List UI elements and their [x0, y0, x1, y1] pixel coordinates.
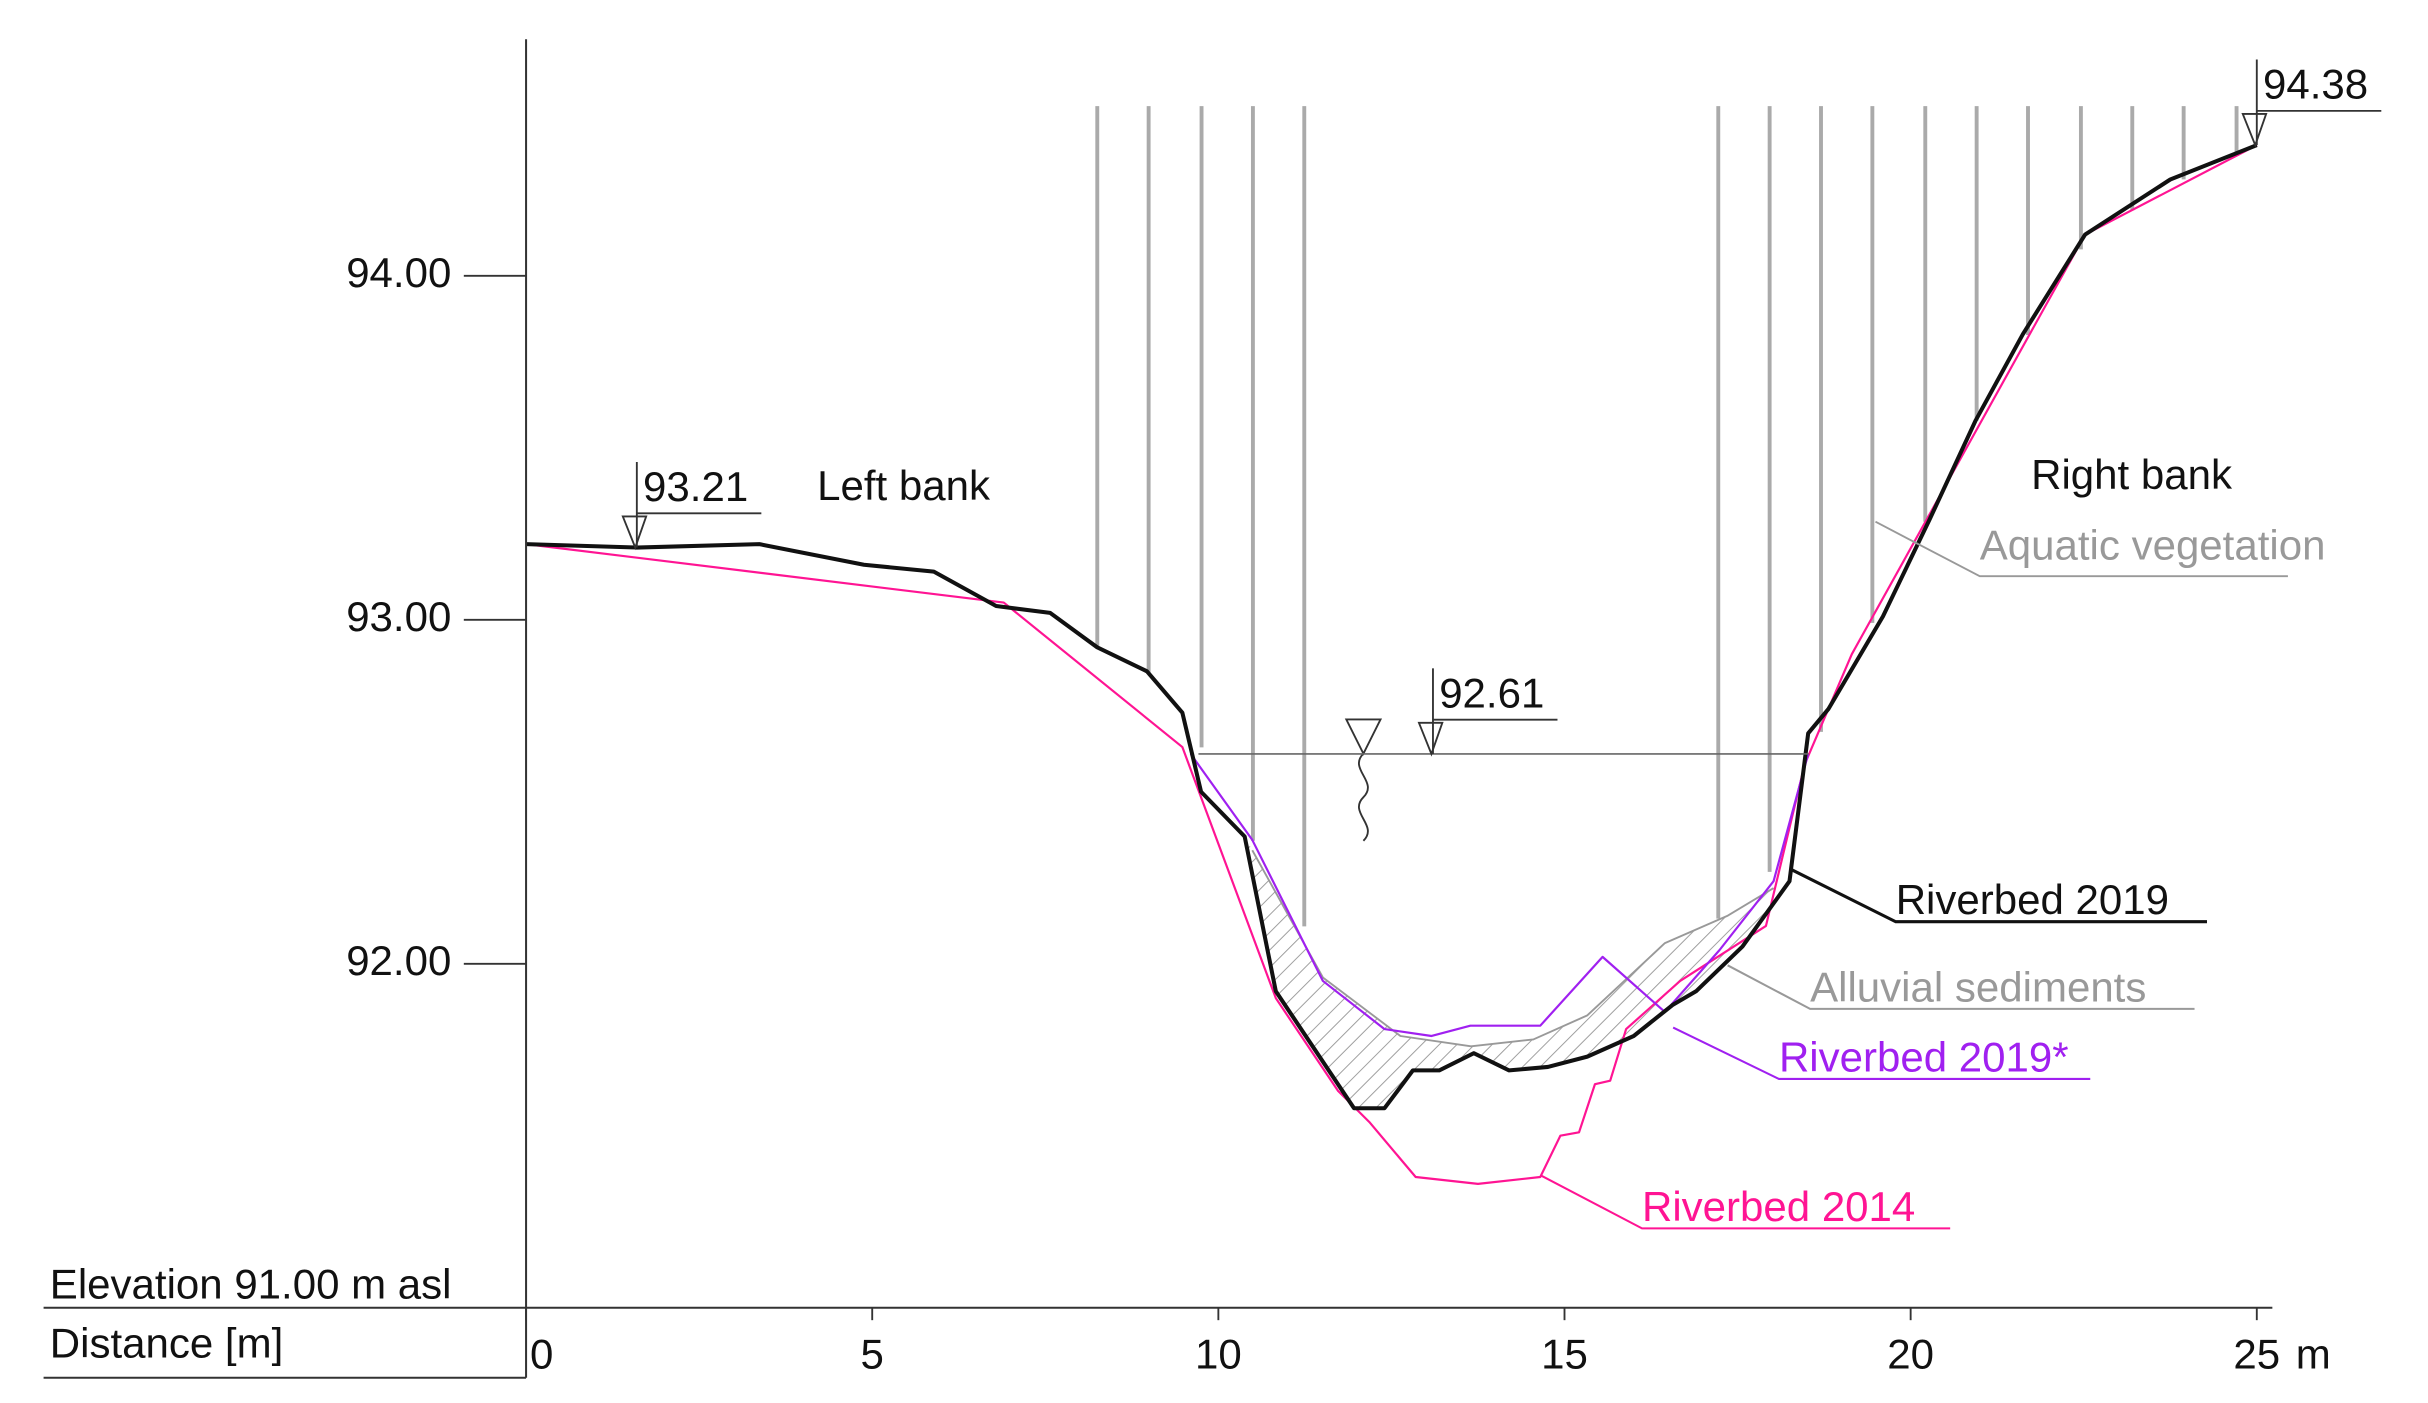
- x-unit: m: [2296, 1331, 2331, 1378]
- x-tick-label: 15: [1541, 1331, 1588, 1378]
- series-label: Riverbed 2019*: [1779, 1033, 2069, 1080]
- sediment-area: [1244, 836, 1790, 1109]
- annotation-leader: [1875, 520, 2288, 578]
- level-label: 93.21: [643, 463, 748, 510]
- annotation: Left bank: [817, 462, 991, 509]
- label-leader: [1540, 1174, 1951, 1230]
- level-triangle: [2241, 113, 2268, 148]
- label-leader: [1672, 1026, 2091, 1080]
- x-tick-label: 10: [1195, 1331, 1242, 1378]
- y-tick-label: 93.00: [346, 593, 451, 640]
- y-tick-label: 94.00: [346, 249, 451, 296]
- series-label: Riverbed 2014: [1642, 1183, 1915, 1230]
- label-leader: [1789, 867, 2207, 924]
- x-axis-label: Distance [m]: [50, 1320, 283, 1367]
- annotation: Aquatic vegetation: [1980, 521, 2326, 568]
- series-line: [1251, 849, 1775, 1048]
- x-tick-label: 20: [1887, 1331, 1934, 1378]
- label-leader: [1727, 964, 2195, 1010]
- water-symbol: [1344, 718, 1383, 842]
- y-tick-label: 92.00: [346, 937, 451, 984]
- series-label: Riverbed 2019: [1896, 876, 2169, 923]
- annotation: Right bank: [2031, 451, 2233, 498]
- x-tick-label: 5: [861, 1331, 884, 1378]
- x-tick-label: 0: [530, 1331, 553, 1378]
- level-triangle: [1417, 721, 1444, 757]
- x-tick-label: 25: [2233, 1331, 2280, 1378]
- vegetation: [1095, 106, 2239, 927]
- series-line: [526, 143, 2258, 1111]
- plot: [525, 143, 2258, 1185]
- series-label: Alluvial sediments: [1810, 963, 2146, 1010]
- level-label: 92.61: [1439, 669, 1544, 716]
- level-triangle: [621, 515, 648, 551]
- series-line: [1189, 753, 1810, 1038]
- elevation-origin-label: Elevation 91.00 m asl: [50, 1261, 452, 1308]
- level-label: 94.38: [2263, 61, 2368, 108]
